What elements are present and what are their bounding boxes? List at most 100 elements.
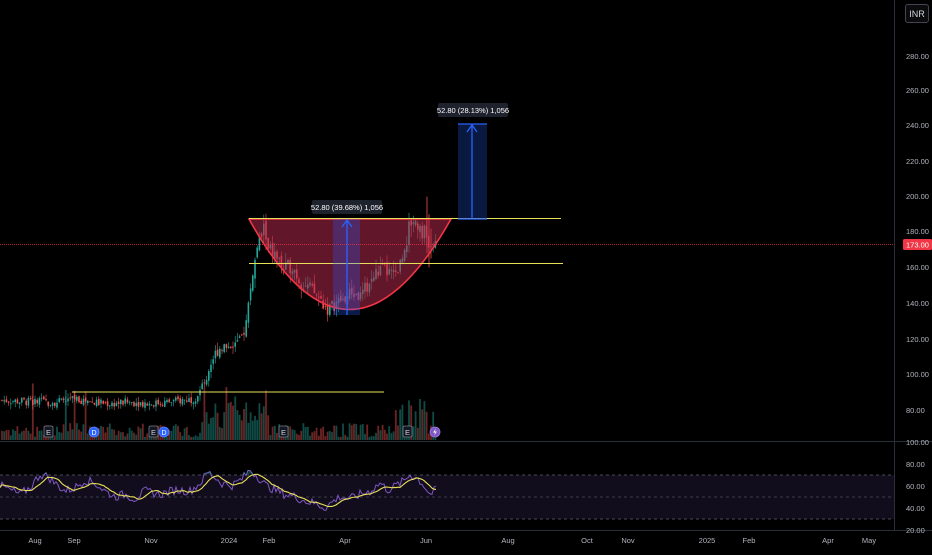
candle-body — [58, 398, 60, 402]
indicator-axis[interactable]: 100.00 80.00 60.00 40.00 20.00 — [906, 438, 929, 535]
volume-bar — [78, 429, 80, 440]
cup-pattern-shape[interactable] — [247, 218, 453, 311]
candle-body — [179, 398, 181, 404]
measure-arrow-head-1 — [341, 218, 353, 228]
candle-body — [168, 399, 170, 403]
volume-bar — [291, 429, 294, 440]
volume-bar — [225, 387, 228, 440]
volume-bar — [258, 403, 261, 440]
dividend-marker[interactable]: D — [88, 426, 100, 438]
candle-body — [234, 342, 236, 347]
volume-bar — [207, 423, 210, 440]
volume-bar — [346, 436, 349, 440]
price-axis[interactable]: 280.00 260.00 240.00 220.00 200.00 180.0… — [903, 52, 932, 415]
volume-bar — [416, 427, 419, 440]
earnings-marker-label: E — [281, 428, 286, 437]
earnings-marker[interactable]: E — [278, 425, 289, 438]
earnings-marker[interactable]: E — [402, 425, 413, 438]
volume-bar — [139, 428, 142, 440]
candle-body — [80, 400, 82, 404]
candle-body — [18, 402, 21, 404]
rsi-overbought-fill — [240, 470, 262, 475]
volume-bar — [320, 428, 322, 440]
candle-body — [34, 398, 36, 405]
rsi-overbought-highlights — [28, 470, 262, 475]
volume-bar — [5, 430, 8, 440]
time-tick: Apr — [822, 536, 834, 545]
volume-bar — [370, 436, 373, 440]
candle-body — [124, 398, 126, 404]
volume-bar — [212, 417, 215, 440]
volume-bar — [408, 400, 410, 440]
time-tick: Nov — [144, 536, 158, 545]
volume-bar — [289, 426, 292, 440]
volume-bar — [302, 423, 305, 440]
candle-body — [78, 396, 80, 403]
candle-body — [3, 400, 5, 402]
candle-body — [137, 401, 140, 407]
volume-bar — [86, 433, 89, 440]
candle-body — [210, 364, 212, 372]
volume-bar — [399, 409, 402, 440]
volume-bar — [210, 418, 212, 440]
volume-bar — [234, 396, 237, 440]
volume-bar — [40, 430, 43, 440]
candle-body — [258, 236, 261, 251]
candle-body — [232, 346, 234, 348]
candle-body — [113, 402, 115, 407]
indicator-tick: 80.00 — [906, 460, 925, 469]
candle-body — [199, 389, 201, 396]
current-price-badge — [903, 239, 932, 250]
candle-body — [102, 400, 104, 404]
volume-bar — [361, 424, 364, 440]
earnings-marker[interactable]: E — [43, 425, 54, 438]
volume-bar — [124, 436, 127, 440]
volume-bar — [183, 428, 186, 440]
volume-bar — [276, 432, 278, 440]
time-axis[interactable]: Aug Sep Nov 2024 Feb Apr Jun Aug Oct Nov… — [28, 536, 876, 545]
candle-body — [23, 397, 25, 400]
price-tick: 200.00 — [906, 192, 929, 201]
time-tick: Feb — [263, 536, 276, 545]
volume-bar — [67, 431, 69, 440]
volume-bar — [128, 427, 131, 440]
volume-bar — [9, 435, 12, 440]
volume-bar — [148, 435, 151, 440]
candle-body — [106, 401, 109, 407]
volume-bar — [388, 426, 391, 440]
candle-body — [329, 304, 331, 315]
candle-body — [7, 401, 10, 403]
volume-bar — [333, 425, 336, 440]
volume-bar — [3, 431, 6, 440]
candle-body — [54, 402, 56, 407]
volume-bar — [243, 408, 245, 440]
candle-body — [166, 400, 168, 403]
volume-bar — [337, 436, 340, 440]
volume-bar — [304, 427, 307, 440]
volume-bar — [300, 430, 303, 440]
volume-bar — [117, 430, 120, 440]
earnings-marker[interactable]: E — [148, 425, 159, 438]
currency-button[interactable]: INR — [905, 4, 929, 23]
candle-body — [236, 340, 239, 342]
dividend-marker[interactable]: D — [158, 426, 170, 438]
volume-bar — [401, 404, 404, 440]
candle-body — [150, 404, 153, 406]
volume-bar — [366, 424, 369, 440]
candle-body — [256, 247, 258, 258]
volume-bar — [214, 403, 217, 440]
volume-bar — [172, 425, 175, 440]
volume-bar — [357, 434, 360, 440]
candle-body — [45, 398, 47, 401]
time-tick: Apr — [339, 536, 351, 545]
candle-body — [221, 350, 223, 351]
volume-bar — [265, 390, 267, 440]
volume-bar — [166, 436, 168, 440]
time-tick: Oct — [581, 536, 594, 545]
volume-bar — [372, 436, 375, 440]
candle-body — [190, 397, 192, 404]
volume-bar — [141, 423, 144, 440]
volume-bar — [7, 430, 10, 440]
split-marker[interactable] — [429, 426, 441, 438]
